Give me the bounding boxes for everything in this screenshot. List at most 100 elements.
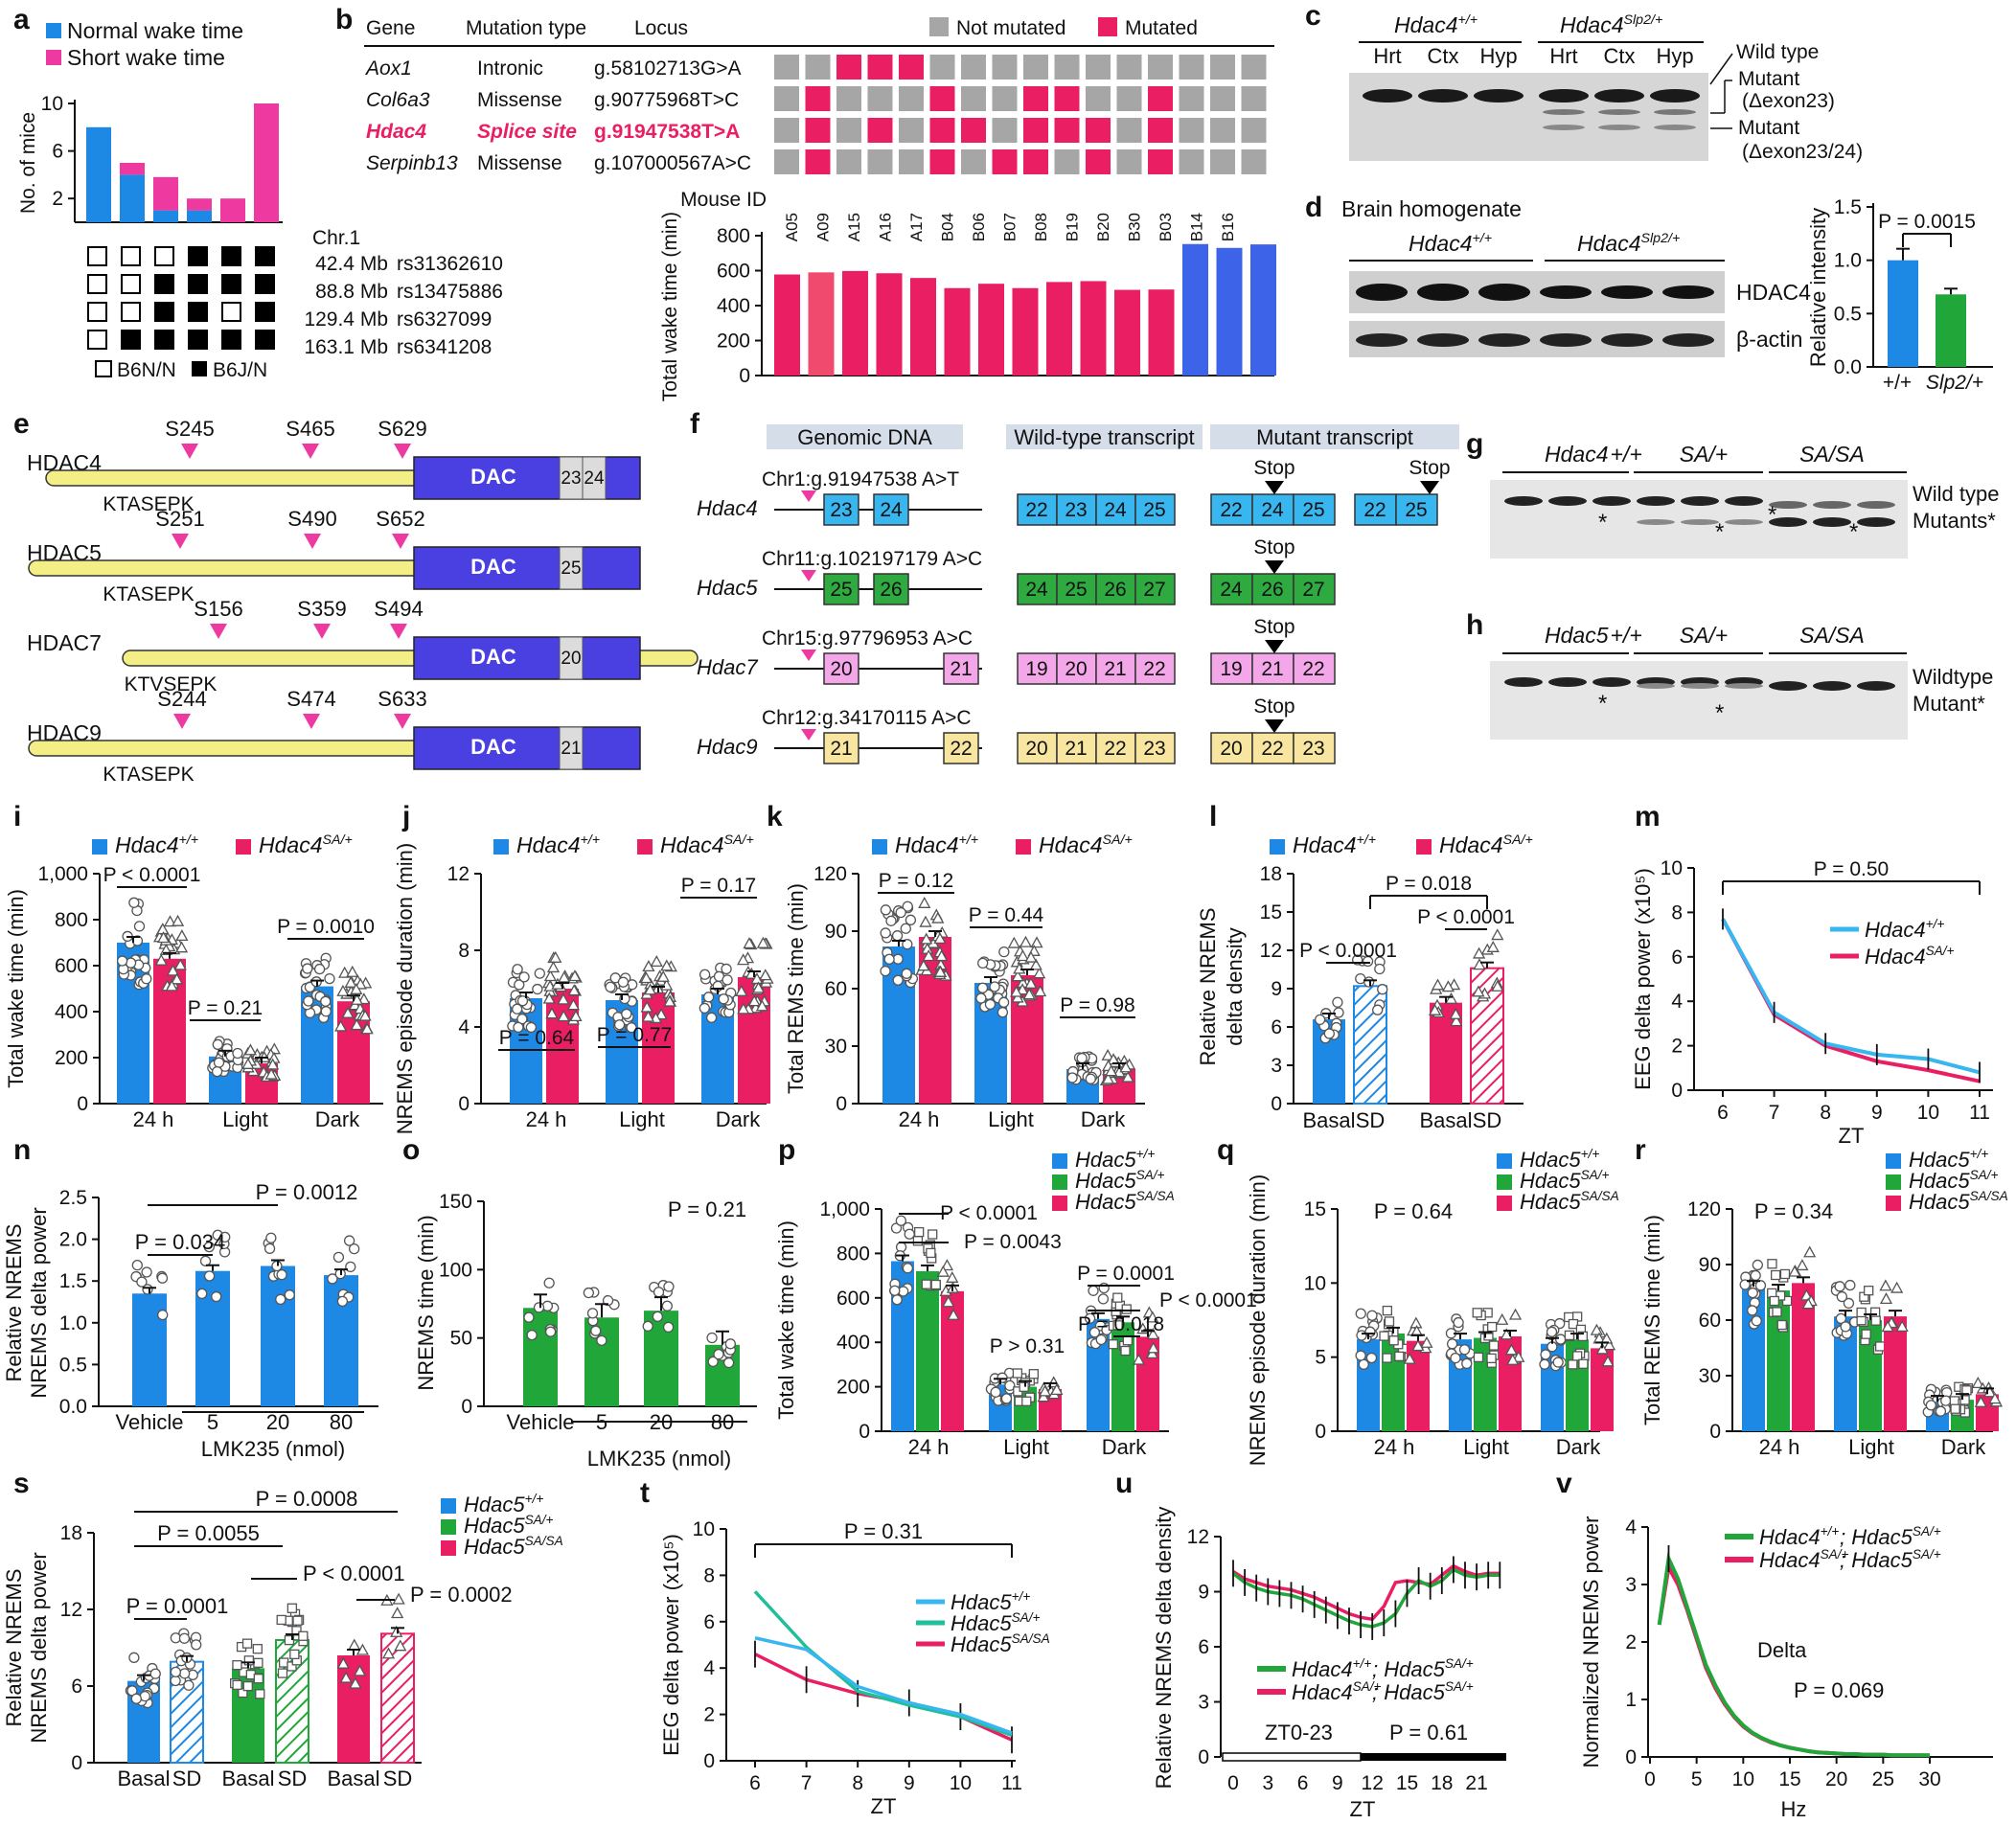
s-tick-label: 6	[71, 1676, 82, 1698]
f-gene-name: Hdac7	[697, 655, 758, 679]
f-header: Genomic DNA	[797, 425, 932, 449]
legend-label: Hdac4SA/+	[1439, 832, 1533, 857]
d-band-hdac4	[1356, 284, 1408, 301]
e-site-marker	[394, 444, 411, 459]
panel-letter-v: v	[1556, 1468, 1572, 1499]
b-mouse-id-label: Mouse ID	[680, 189, 767, 211]
j-data-point	[613, 1019, 626, 1031]
p-value: P < 0.0001	[1159, 1289, 1257, 1311]
b-grid-cell	[1241, 55, 1267, 80]
c-band-mut1	[1543, 109, 1585, 115]
p-value: P = 0.034	[135, 1230, 225, 1254]
i-data-point	[243, 1043, 258, 1056]
b-grid-cell	[899, 149, 924, 174]
f-stop-label: Stop	[1409, 457, 1450, 479]
o-data-point	[590, 1325, 602, 1336]
a-chr-label: Chr.1	[312, 227, 360, 249]
r-data-point	[1864, 1286, 1874, 1296]
j-data-point	[525, 1021, 538, 1034]
c-pointer	[1709, 53, 1733, 85]
f-genomic-exon	[873, 573, 909, 605]
a-genotype-cell	[221, 246, 241, 266]
u-series-sa	[1232, 1563, 1501, 1622]
b-grid-cell	[867, 86, 893, 111]
s-data-point	[170, 1666, 182, 1677]
gel-band-wt	[1548, 496, 1587, 506]
k-data-point	[1030, 936, 1043, 948]
gel-band-wt	[1637, 496, 1675, 506]
a-genotype-cell	[255, 274, 275, 294]
gel-band-mutant	[1857, 681, 1895, 691]
k-data-point	[1010, 985, 1023, 997]
v-legend-label: ; Hdac5SA/+	[1840, 1547, 1941, 1572]
o-tick-label: 100	[439, 1259, 472, 1281]
s-x-label: Basal	[327, 1767, 379, 1790]
e-dac-label: DAC	[470, 735, 516, 759]
b-mouse-id: B14	[1188, 213, 1206, 241]
p-data-point	[1088, 1285, 1099, 1296]
i-data-point	[125, 957, 137, 969]
i-data-point	[173, 958, 187, 970]
b-mouse-id: B16	[1219, 213, 1237, 241]
f-exon-label: 22	[1220, 499, 1242, 521]
b-grid-cell	[774, 118, 799, 143]
e-dac-domain	[413, 726, 641, 770]
v-delta-label: Delta	[1757, 1638, 1807, 1662]
b-bar	[1216, 247, 1243, 376]
j-data-point	[549, 950, 562, 963]
t-x-tick-label: 10	[950, 1772, 972, 1794]
s-x-label: SD	[172, 1767, 202, 1790]
i-data-point	[212, 1038, 223, 1050]
p-value: P = 0.0015	[1878, 211, 1976, 233]
k-data-point	[1119, 1060, 1133, 1073]
f-mut-exon	[1293, 573, 1336, 605]
e-site-label: S465	[286, 417, 334, 441]
i-x-label: 24 h	[133, 1107, 174, 1131]
k-data-point	[975, 992, 987, 1004]
q-x-label: 24 h	[1374, 1435, 1415, 1459]
p-data-point	[891, 1294, 903, 1306]
k-data-point	[880, 904, 892, 916]
k-y-label: Total REMS time (min)	[784, 883, 808, 1094]
p-tick-label: 800	[836, 1243, 870, 1265]
gel-band-mutant	[1813, 681, 1851, 691]
f-exon-label: 21	[950, 658, 972, 680]
r-data-point	[1771, 1269, 1781, 1281]
f-mut-exon	[1251, 732, 1294, 764]
q-data-point	[1411, 1339, 1425, 1352]
o-data-point	[586, 1308, 599, 1319]
l-tick-label: 0	[1271, 1093, 1282, 1115]
panel-letter-f: f	[690, 408, 700, 440]
v-x-tick-label: 25	[1872, 1768, 1894, 1790]
a-bar-normal	[153, 210, 178, 222]
f-genomic-exon	[943, 732, 979, 764]
f-wt-exon	[1056, 652, 1097, 685]
l-x-label: SD	[1356, 1108, 1386, 1132]
e-site-marker	[210, 624, 227, 639]
f-gene-name: Hdac9	[697, 735, 758, 759]
b-grid-cell	[774, 55, 799, 80]
b-header: Locus	[634, 17, 688, 39]
e-site-label: S490	[287, 507, 336, 531]
p-value: P = 0.50	[1814, 858, 1889, 880]
i-data-point	[264, 1067, 278, 1080]
a-snp-id: rs6327099	[397, 308, 492, 331]
q-data-point	[1355, 1350, 1366, 1361]
d-tick-label: 1.5	[1834, 196, 1862, 218]
o-data-point	[544, 1326, 557, 1337]
b-grid-cell	[929, 118, 955, 143]
r-data-point	[1799, 1288, 1814, 1301]
d-band-actin	[1417, 333, 1469, 347]
b-grid-cell	[1086, 86, 1111, 111]
e-dac-label: DAC	[470, 645, 516, 669]
e-site-marker	[173, 714, 191, 729]
gel-group-label: SA/SA	[1799, 623, 1865, 648]
k-data-point	[880, 965, 891, 977]
e-exon	[559, 726, 584, 770]
n-data-point	[284, 1289, 295, 1301]
gel-band-mutant	[1681, 519, 1719, 525]
l-tick-label: 9	[1271, 978, 1282, 1000]
p-data-point	[1012, 1368, 1023, 1379]
f-exon-label: 20	[1220, 738, 1242, 760]
j-data-point	[605, 981, 616, 992]
